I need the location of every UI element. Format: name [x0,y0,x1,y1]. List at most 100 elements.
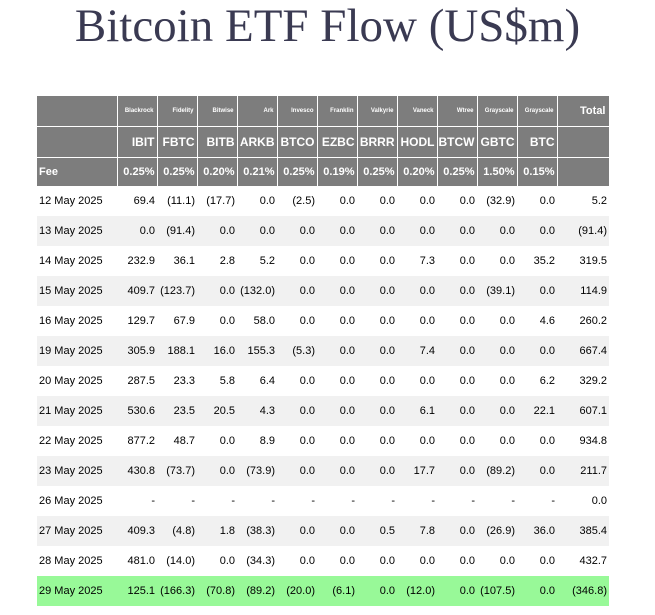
total-cell: (346.8) [557,576,609,606]
issuer-name: Grayscale [517,96,558,127]
flow-cell: 0.0 [117,216,157,246]
issuer-name: Valkyrie [357,96,398,127]
flow-cell: 20.5 [197,396,237,426]
flow-cell: (5.3) [277,336,317,366]
flow-cell: 0.0 [437,216,477,246]
date-cell: 20 May 2025 [37,366,117,396]
flow-cell: 305.9 [117,336,157,366]
flow-cell: 877.2 [117,426,157,456]
flow-cell: - [437,486,477,516]
flow-cell: 0.0 [437,546,477,576]
flow-cell: 0.0 [477,366,517,396]
flow-cell: 155.3 [237,336,277,366]
flow-cell: (26.9) [477,516,517,546]
total-cell: (91.4) [557,216,609,246]
flow-cell: (107.5) [477,576,517,606]
flow-cell: 0.0 [437,306,477,336]
flow-cell: 0.0 [517,546,557,576]
header-corner [557,126,610,158]
flow-cell: 0.0 [317,216,357,246]
flow-cell: 0.0 [277,546,317,576]
issuer-name: Bitwise [197,96,238,127]
flow-cell: (6.1) [317,576,357,606]
flow-cell: 69.4 [117,186,157,216]
fee-cell: 0.25% [117,157,158,186]
flow-cell: (17.7) [197,186,237,216]
ticker-header: HODL [397,126,438,158]
ticker-header: BRRR [357,126,398,158]
flow-cell: - [117,486,157,516]
total-cell: 319.5 [557,246,609,276]
flow-cell: 0.0 [477,306,517,336]
ticker-header: ARKB [237,126,278,158]
flow-cell: 0.0 [477,246,517,276]
flow-cell: 0.0 [397,216,437,246]
flow-cell: 0.0 [357,396,397,426]
flow-cell: (123.7) [157,276,197,306]
flow-cell: (14.0) [157,546,197,576]
flow-cell: 5.2 [237,246,277,276]
fee-label: Fee [37,157,118,186]
total-column-header: Total [557,96,610,127]
date-cell: 16 May 2025 [37,306,117,336]
total-cell: 432.7 [557,546,609,576]
flow-cell: 0.0 [477,336,517,366]
flow-cell: 7.8 [397,516,437,546]
total-cell: 0.0 [557,486,609,516]
flow-cell: 22.1 [517,396,557,426]
date-cell: 12 May 2025 [37,186,117,216]
flow-cell: 0.0 [317,426,357,456]
table-row: 12 May 2025 69.4 (11.1) (17.7) 0.0 (2.5) 0.0 0.… [37,186,609,216]
flow-cell: 67.9 [157,306,197,336]
flow-cell: 0.0 [437,396,477,426]
total-cell: 667.4 [557,336,609,366]
flow-cell: 0.0 [477,546,517,576]
flow-cell: 0.0 [517,426,557,456]
total-cell: 260.2 [557,306,609,336]
flow-cell: 0.0 [277,426,317,456]
date-cell: 19 May 2025 [37,336,117,366]
flow-cell: 0.0 [197,456,237,486]
issuer-header-row: Blackrock Fidelity Bitwise Ark Invesco Frankl… [37,96,610,127]
fee-cell: 0.20% [197,157,238,186]
flow-cell: (89.2) [477,456,517,486]
flow-cell: 0.0 [437,246,477,276]
etf-flow-table: Blackrock Fidelity Bitwise Ark Invesco Frankl… [37,96,610,606]
date-cell: 13 May 2025 [37,216,117,246]
flow-cell: (11.1) [157,186,197,216]
flow-cell: (73.7) [157,456,197,486]
date-cell: 29 May 2025 [37,576,117,606]
ticker-header: EZBC [317,126,358,158]
flow-cell: - [157,486,197,516]
flow-cell: 4.6 [517,306,557,336]
page-title: Bitcoin ETF Flow (US$m) [74,0,581,52]
flow-cell: 0.0 [317,306,357,336]
ticker-header: BTC [517,126,558,158]
table-row: 13 May 2025 0.0 (91.4) 0.0 0.0 0.0 0.0 0.0 0.0 0.… [37,216,609,246]
ticker-header: IBIT [117,126,158,158]
flow-cell: 0.0 [517,186,557,216]
table-body: 12 May 2025 69.4 (11.1) (17.7) 0.0 (2.5) 0.0 0.… [37,186,609,606]
flow-cell: 409.3 [117,516,157,546]
ticker-header: BTCO [277,126,318,158]
flow-cell: 0.0 [317,336,357,366]
date-cell: 28 May 2025 [37,546,117,576]
issuer-name: Vaneck [397,96,438,127]
table-row: 20 May 2025 287.5 23.3 5.8 6.4 0.0 0.0 0.0 0.0 0.… [37,366,609,396]
flow-cell: 0.0 [437,366,477,396]
issuer-name: Ark [237,96,278,127]
flow-cell: 0.0 [317,366,357,396]
flow-cell: 0.0 [317,396,357,426]
flow-cell: 232.9 [117,246,157,276]
issuer-name: Blackrock [117,96,158,127]
total-cell: 114.9 [557,276,609,306]
flow-cell: 0.0 [277,276,317,306]
table-row: 26 May 2025- - - - - - - - - - -0.0 [37,486,609,516]
flow-cell: 0.0 [277,366,317,396]
flow-cell: 35.2 [517,246,557,276]
flow-cell: 0.0 [437,186,477,216]
flow-cell: 0.0 [197,276,237,306]
flow-cell: - [197,486,237,516]
fee-cell: 0.25% [357,157,398,186]
flow-cell: 0.0 [517,456,557,486]
